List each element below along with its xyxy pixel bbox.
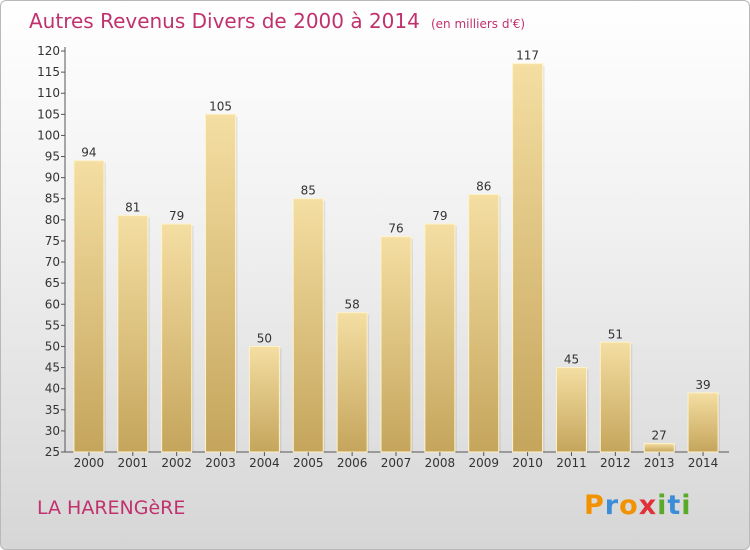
bar [248, 345, 280, 453]
logo-letter: t [667, 490, 682, 521]
bar-value-label: 45 [564, 353, 579, 367]
bar-value-label: 105 [209, 99, 232, 113]
y-tick-label: 95 [45, 150, 60, 164]
y-tick-label: 90 [45, 171, 60, 185]
bar-value-label: 81 [125, 201, 140, 215]
y-tick-label: 115 [37, 65, 60, 79]
commune-name: LA HARENGèRE [37, 497, 186, 519]
bar-value-label: 79 [432, 209, 447, 223]
bar [161, 223, 193, 453]
y-tick-label: 85 [45, 192, 60, 206]
x-tick-label: 2013 [644, 456, 675, 470]
bar [512, 63, 544, 453]
x-tick-label: 2005 [293, 456, 324, 470]
chart-header: Autres Revenus Divers de 2000 à 2014 (en… [29, 9, 525, 33]
bar [424, 223, 456, 453]
x-tick-label: 2001 [118, 456, 149, 470]
x-tick-label: 2007 [381, 456, 412, 470]
bar-value-label: 51 [608, 327, 623, 341]
bar-value-label: 58 [344, 298, 359, 312]
chart-title: Autres Revenus Divers de 2000 à 2014 [29, 9, 420, 33]
y-tick-label: 55 [45, 318, 60, 332]
y-tick-label: 80 [45, 213, 60, 227]
bar [292, 198, 324, 453]
x-tick-label: 2004 [249, 456, 280, 470]
y-tick-label: 30 [45, 424, 60, 438]
y-tick-label: 120 [37, 44, 60, 58]
logo-letter: x [638, 490, 658, 521]
logo-letter: i [681, 490, 692, 521]
bar-value-label: 79 [169, 209, 184, 223]
y-tick-label: 40 [45, 382, 60, 396]
logo-letter: o [619, 490, 639, 521]
logo-letter: r [604, 490, 620, 521]
bar-value-label: 85 [301, 184, 316, 198]
bar-value-label: 39 [695, 378, 710, 392]
bar-value-label: 76 [388, 222, 403, 236]
x-tick-label: 2003 [205, 456, 236, 470]
bar-value-label: 94 [81, 146, 96, 160]
logo-letter: i [657, 490, 668, 521]
x-tick-label: 2009 [468, 456, 499, 470]
y-tick-label: 35 [45, 403, 60, 417]
bar [687, 392, 719, 453]
y-tick-label: 65 [45, 276, 60, 290]
x-tick-label: 2010 [512, 456, 543, 470]
bar [468, 194, 500, 453]
y-tick-label: 100 [37, 128, 60, 142]
y-tick-label: 110 [37, 86, 60, 100]
bar-value-label: 117 [516, 49, 539, 63]
x-tick-label: 2012 [600, 456, 631, 470]
y-tick-label: 45 [45, 361, 60, 375]
proxiti-logo: Proxiti [584, 490, 692, 521]
y-tick-label: 105 [37, 107, 60, 121]
y-tick-label: 50 [45, 339, 60, 353]
bar [73, 160, 105, 453]
bar [555, 367, 587, 453]
x-tick-label: 2006 [337, 456, 368, 470]
bar [643, 443, 675, 453]
y-tick-label: 70 [45, 255, 60, 269]
bar-value-label: 50 [257, 331, 272, 345]
chart-unit-note: (en milliers d'€) [430, 17, 526, 31]
bar [205, 113, 237, 453]
bar [380, 236, 412, 453]
y-tick-label: 75 [45, 234, 60, 248]
x-tick-label: 2011 [556, 456, 587, 470]
x-tick-label: 2000 [74, 456, 105, 470]
logo-letter: P [584, 490, 605, 521]
bar-value-label: 27 [652, 429, 667, 443]
bar-value-label: 86 [476, 180, 491, 194]
bar [336, 312, 368, 453]
bar [599, 341, 631, 453]
x-tick-label: 2002 [161, 456, 192, 470]
y-tick-label: 60 [45, 297, 60, 311]
x-tick-label: 2008 [425, 456, 456, 470]
bar [117, 215, 149, 453]
y-tick-label: 25 [45, 445, 60, 459]
x-tick-label: 2014 [688, 456, 719, 470]
